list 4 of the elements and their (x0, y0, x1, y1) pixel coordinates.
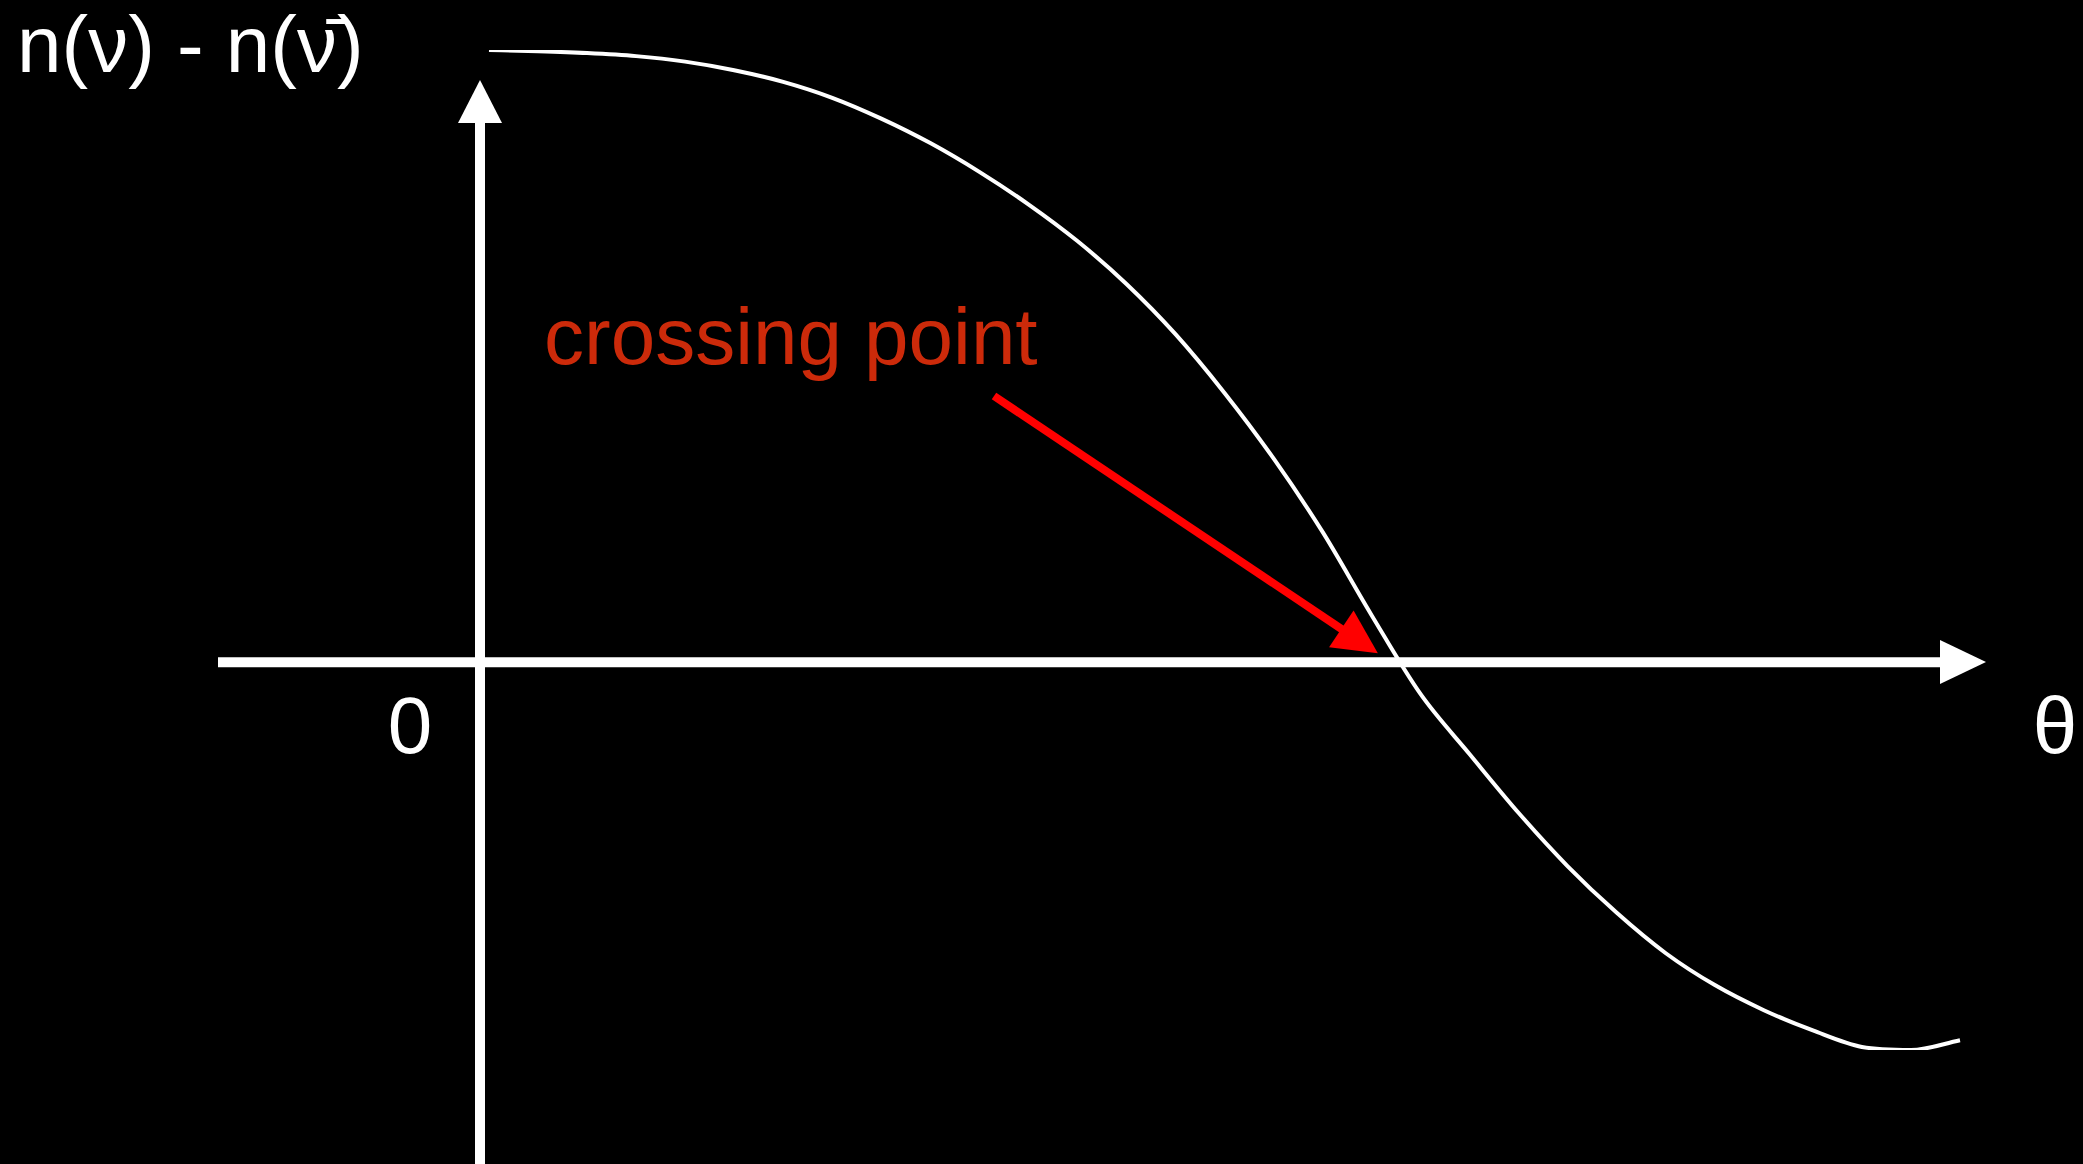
x-axis-title: θ (2032, 681, 2078, 771)
text: 0 (387, 681, 433, 771)
annotation: crossing point (544, 292, 1038, 381)
y-axis-title: n(ν) - n(ν̄) (17, 0, 364, 89)
